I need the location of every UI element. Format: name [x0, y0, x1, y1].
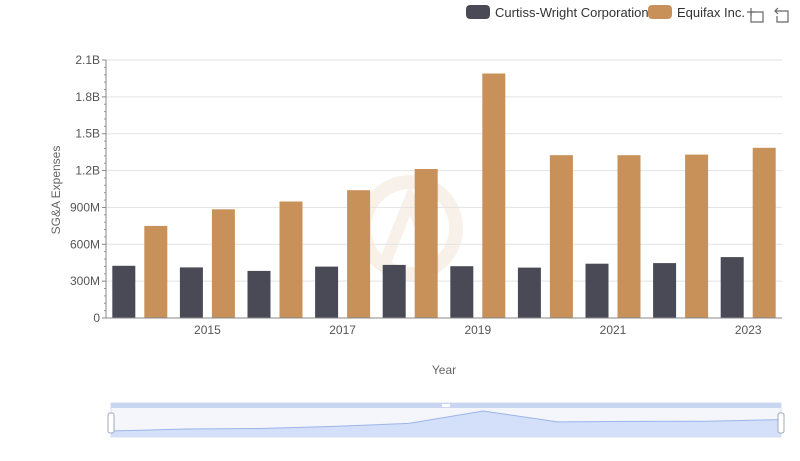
- y-tick-label: 1.2B: [75, 164, 100, 178]
- bar-equifax-2017[interactable]: [347, 190, 371, 318]
- legend-item-equifax[interactable]: Equifax Inc.: [648, 5, 745, 20]
- bar-curtiss-wright-2018[interactable]: [382, 264, 406, 318]
- bar-curtiss-wright-2017[interactable]: [315, 266, 339, 318]
- bar-equifax-2019[interactable]: [482, 73, 506, 319]
- bar-equifax-2022[interactable]: [685, 154, 709, 318]
- bar-equifax-2018[interactable]: [414, 169, 438, 318]
- x-tick-label-2019: 2019: [464, 323, 491, 337]
- bars: [112, 73, 776, 319]
- overview-drag-handle[interactable]: [442, 404, 450, 407]
- bar-curtiss-wright-2020[interactable]: [517, 267, 541, 318]
- legend: Curtiss-Wright Corporation Equifax Inc.: [466, 5, 745, 20]
- legend-swatch-curtiss-wright: [466, 5, 490, 19]
- legend-label-equifax: Equifax Inc.: [677, 5, 745, 20]
- y-tick-label: 300M: [70, 274, 100, 288]
- x-axis-title: Year: [432, 363, 456, 377]
- x-tick-label-2015: 2015: [194, 323, 221, 337]
- y-tick-label: 0: [93, 311, 100, 325]
- y-tick-label: 2.1B: [75, 53, 100, 67]
- y-tick-label: 1.8B: [75, 90, 100, 104]
- bar-curtiss-wright-2016[interactable]: [247, 270, 271, 318]
- y-axis-title: SG&A Expenses: [49, 146, 63, 235]
- bar-equifax-2015[interactable]: [211, 209, 235, 318]
- overview-line: [110, 410, 782, 432]
- overview-area: [111, 411, 781, 437]
- bar-equifax-2023[interactable]: [752, 147, 776, 318]
- zoom-icon[interactable]: [746, 4, 766, 24]
- bar-equifax-2021[interactable]: [617, 155, 641, 318]
- x-axis: 2015 2017 2019 2021 2023: [106, 317, 782, 337]
- legend-swatch-equifax: [648, 5, 672, 19]
- bar-curtiss-wright-2023[interactable]: [720, 257, 744, 318]
- x-tick-label-2023: 2023: [735, 323, 762, 337]
- y-tick-label: 1.5B: [75, 127, 100, 141]
- bar-equifax-2014[interactable]: [144, 225, 168, 318]
- grid: [106, 59, 782, 282]
- y-tick-label: 600M: [70, 237, 100, 251]
- reset-zoom-icon[interactable]: [772, 4, 792, 24]
- legend-item-curtiss-wright[interactable]: Curtiss-Wright Corporation: [466, 5, 649, 20]
- bar-equifax-2020[interactable]: [549, 155, 573, 318]
- overview-right-handle[interactable]: [777, 412, 785, 434]
- overview-left-handle[interactable]: [107, 412, 115, 434]
- x-tick-label-2017: 2017: [329, 323, 356, 337]
- bar-equifax-2016[interactable]: [279, 201, 303, 319]
- watermark-logo: [357, 175, 463, 281]
- bar-curtiss-wright-2019[interactable]: [450, 266, 474, 318]
- x-tick-label-2021: 2021: [600, 323, 627, 337]
- y-axis: 0 300M 600M 900M 1.2B 1.5B 1.8B 2.1B: [70, 53, 107, 325]
- y-tick-label: 900M: [70, 200, 100, 214]
- bar-curtiss-wright-2022[interactable]: [653, 263, 677, 318]
- bar-curtiss-wright-2021[interactable]: [585, 263, 609, 318]
- legend-label-curtiss-wright: Curtiss-Wright Corporation: [495, 5, 649, 20]
- bar-curtiss-wright-2014[interactable]: [112, 265, 136, 318]
- overview-slider[interactable]: [107, 402, 785, 438]
- bar-curtiss-wright-2015[interactable]: [179, 267, 203, 318]
